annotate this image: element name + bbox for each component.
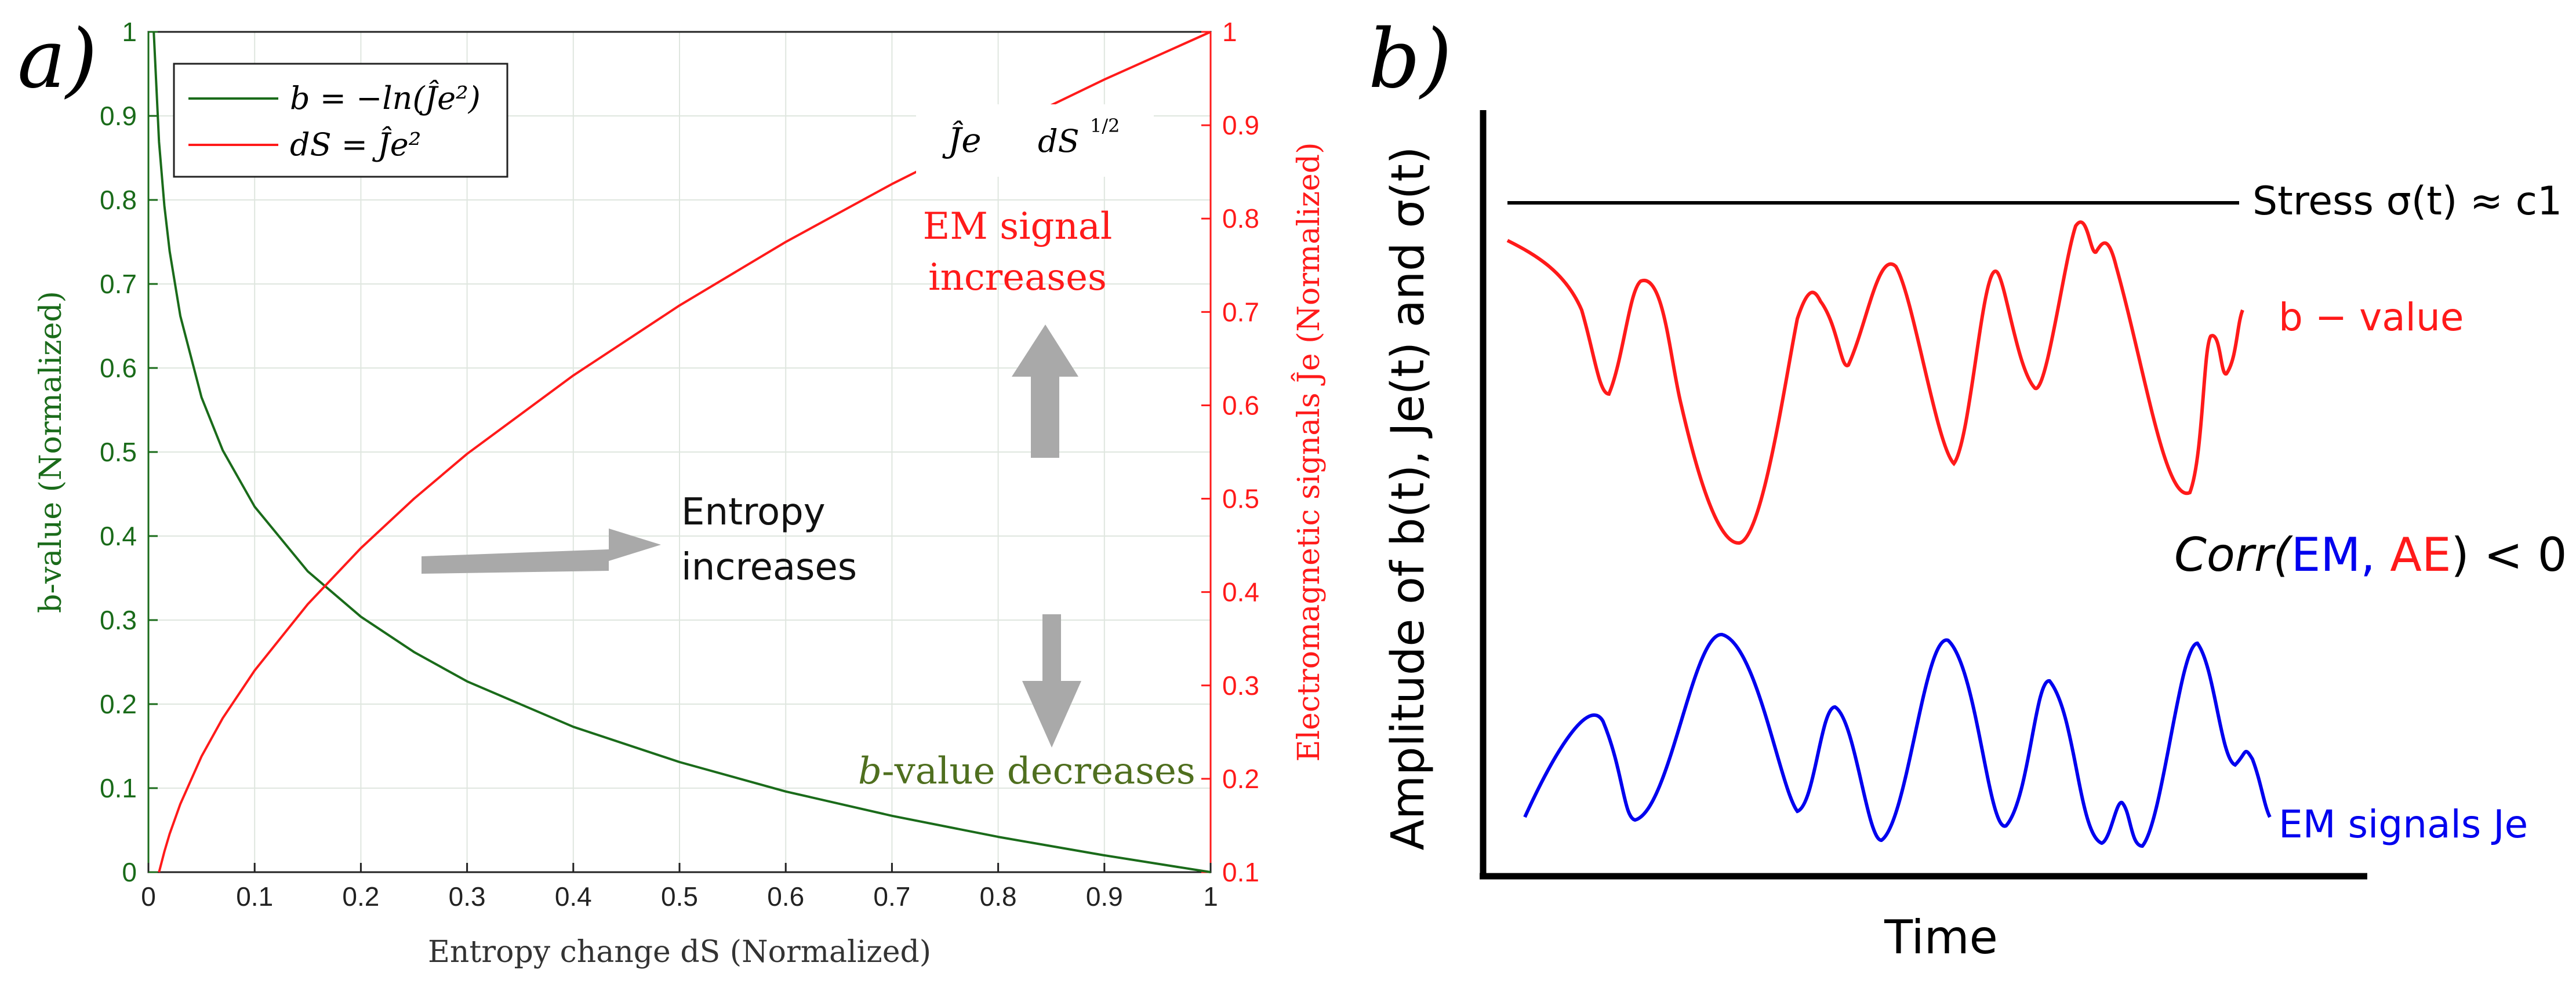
em-signal-curve <box>1523 632 2272 848</box>
right-arrow <box>422 529 661 574</box>
y-right-tick-label: 1 <box>1222 17 1237 47</box>
corr-suffix: ) < 0 <box>2451 528 2567 582</box>
je-ds-annotation: Ĵe dS 1/2 <box>916 104 1154 177</box>
em-label: EM signals Je <box>2279 802 2528 847</box>
series-a <box>152 31 1211 873</box>
ticks-a: 0 0.1 0.2 0.3 0.4 0.5 0.6 0.7 0.8 0.9 1 0 0.1 0.2 0.3 0… <box>100 17 1259 912</box>
x-tick-label: 1 <box>1203 881 1218 912</box>
up-arrow <box>1012 325 1078 458</box>
y-axis-label-left: b-value (Normalized) <box>34 291 68 613</box>
y-left-tick-label: 0.3 <box>100 605 137 635</box>
je-symbol: Ĵe <box>942 121 982 160</box>
y-left-tick-label: 0.9 <box>100 101 137 131</box>
x-axis-label-b: Time <box>1884 910 1998 964</box>
ds-line <box>158 31 1211 873</box>
je-ds-background <box>916 104 1154 177</box>
legend-entry-ds: dS = Ĵe² <box>290 126 421 163</box>
em-increases-line1: EM signal <box>923 205 1113 248</box>
stress-label: Stress σ(t) ≈ c1 <box>2252 178 2562 224</box>
y-left-tick-label: 0.6 <box>100 353 137 383</box>
x-tick-label: 0.5 <box>661 881 698 912</box>
y-left-tick-label: 0 <box>122 857 137 887</box>
y-right-tick-label: 0.4 <box>1222 577 1259 607</box>
y-axis-label-right: Electromagnetic signals Ĵe (Normalized) <box>1291 143 1327 762</box>
y-right-tick-label: 0.7 <box>1222 297 1259 327</box>
x-tick-label: 0 <box>141 881 156 912</box>
y-left-tick-label: 0.1 <box>100 773 137 803</box>
x-tick-label: 0.6 <box>767 881 804 912</box>
b-decreases-text: -value decreases <box>882 750 1196 793</box>
entropy-increases-line2: increases <box>681 546 857 589</box>
panel-b-label: b) <box>1368 12 1452 107</box>
b-symbol: b <box>858 750 882 793</box>
x-tick-label: 0.7 <box>873 881 910 912</box>
y-right-tick-label: 0.6 <box>1222 390 1259 420</box>
panel-a: a) 0 0.1 0.2 0.3 0.4 0.5 0.6 0.7 0.8 0.9 100.10.20… <box>17 12 1327 970</box>
down-arrow <box>1022 614 1081 748</box>
x-tick-label: 0.1 <box>236 881 273 912</box>
b-value-label: b − value <box>2279 295 2464 340</box>
y-left-tick-label: 0.5 <box>100 437 137 467</box>
legend-a: b = −ln(Ĵe²) dS = Ĵe² <box>173 63 508 178</box>
y-right-tick-label: 0.5 <box>1222 484 1259 514</box>
x-tick-label: 0.9 <box>1086 881 1123 912</box>
legend-entry-b: b = −ln(Ĵe²) <box>290 79 481 116</box>
panel-b: b) Stress σ(t) ≈ c1 b − value Corr(EM, A… <box>1368 12 2567 964</box>
y-right-tick-label: 0.1 <box>1222 857 1259 887</box>
corr-comma: , <box>2360 528 2375 582</box>
ds-exponent: 1/2 <box>1090 115 1120 137</box>
legend-box <box>173 63 508 178</box>
y-axis-label-b: Amplitude of b(t), Je(t) and σ(t) <box>1382 147 1434 851</box>
y-right-tick-label: 0.3 <box>1222 670 1259 701</box>
entropy-increases-line1: Entropy <box>681 491 826 534</box>
em-increases-line2: increases <box>928 256 1107 299</box>
y-right-tick-label: 0.8 <box>1222 203 1259 234</box>
x-tick-label: 0.2 <box>342 881 379 912</box>
x-tick-label: 0.4 <box>555 881 592 912</box>
y-right-tick-label: 0.2 <box>1222 764 1259 794</box>
y-left-tick-label: 1 <box>122 17 137 47</box>
b-value-line <box>152 31 1211 873</box>
corr-prefix: Corr( <box>2174 528 2294 582</box>
x-tick-label: 0.8 <box>980 881 1017 912</box>
y-right-tick-label: 0.9 <box>1222 110 1259 140</box>
y-left-tick-label: 0.2 <box>100 689 137 719</box>
corr-ae: AE <box>2375 528 2451 582</box>
correlation-label: Corr(EM, AE) < 0 <box>2174 528 2567 582</box>
b-value-decreases: b-value decreases <box>858 750 1196 793</box>
corr-em: EM <box>2291 528 2361 582</box>
panel-a-label: a) <box>17 12 97 107</box>
y-left-tick-label: 0.7 <box>100 269 137 299</box>
b-value-curve <box>1506 220 2244 545</box>
x-tick-label: 0.3 <box>449 881 486 912</box>
ds-symbol: dS <box>1038 123 1080 159</box>
y-left-tick-label: 0.8 <box>100 185 137 215</box>
x-axis-label-a: Entropy change dS (Normalized) <box>428 935 931 970</box>
y-left-tick-label: 0.4 <box>100 521 137 551</box>
